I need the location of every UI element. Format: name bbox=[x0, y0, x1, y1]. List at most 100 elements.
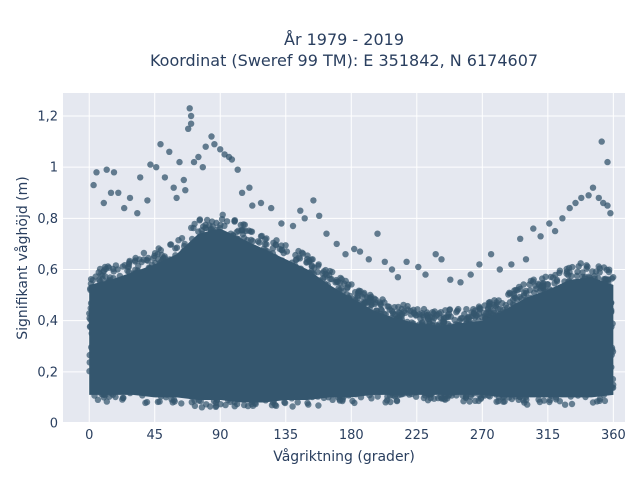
outlier-point bbox=[121, 204, 128, 212]
outlier-point bbox=[508, 261, 515, 268]
outlier-point bbox=[365, 256, 372, 263]
data-point bbox=[596, 395, 604, 402]
x-tick-label: 180 bbox=[339, 428, 364, 443]
data-point bbox=[142, 399, 149, 407]
outlier-point bbox=[166, 148, 173, 155]
data-point bbox=[305, 401, 312, 408]
outlier-point bbox=[356, 248, 364, 255]
data-point bbox=[276, 245, 283, 253]
data-point bbox=[451, 316, 458, 324]
data-point bbox=[150, 255, 157, 262]
chart-title-line-2: Koordinat (Sweref 99 TM): E 351842, N 61… bbox=[150, 51, 538, 70]
data-point bbox=[355, 288, 362, 296]
data-point bbox=[338, 285, 345, 292]
outlier-point bbox=[342, 251, 349, 258]
data-point bbox=[395, 303, 402, 311]
data-point bbox=[546, 398, 553, 406]
data-point bbox=[178, 235, 186, 242]
data-point bbox=[219, 211, 226, 218]
data-point bbox=[468, 309, 475, 316]
data-point bbox=[453, 309, 460, 316]
data-point bbox=[231, 217, 238, 225]
outlier-point bbox=[585, 192, 592, 199]
data-point bbox=[440, 314, 447, 321]
data-point bbox=[387, 398, 394, 406]
data-point bbox=[322, 266, 329, 274]
data-point bbox=[526, 281, 533, 288]
data-point bbox=[329, 396, 336, 403]
outlier-point bbox=[310, 197, 317, 204]
data-point bbox=[217, 401, 224, 408]
data-point bbox=[556, 398, 563, 405]
data-point bbox=[521, 399, 528, 406]
data-point bbox=[493, 398, 500, 405]
data-point bbox=[475, 303, 483, 310]
x-tick-label: 225 bbox=[404, 428, 429, 443]
x-tick-label: 135 bbox=[273, 428, 298, 443]
outlier-point bbox=[176, 158, 183, 166]
outlier-point bbox=[187, 120, 195, 127]
outlier-point bbox=[457, 279, 464, 286]
data-point bbox=[315, 402, 322, 409]
data-point bbox=[563, 270, 570, 277]
outlier-point bbox=[546, 220, 553, 227]
data-point bbox=[304, 255, 311, 263]
outlier-point bbox=[187, 112, 195, 120]
data-point bbox=[565, 264, 573, 272]
outlier-point bbox=[487, 251, 495, 258]
outlier-point bbox=[185, 125, 192, 132]
outlier-point bbox=[144, 197, 151, 204]
outlier-point bbox=[182, 187, 189, 194]
data-point bbox=[207, 403, 214, 410]
outlier-point bbox=[578, 194, 585, 202]
data-point bbox=[515, 396, 522, 403]
data-point bbox=[544, 281, 551, 288]
outlier-point bbox=[537, 233, 544, 240]
data-point bbox=[539, 282, 546, 289]
data-point bbox=[568, 400, 576, 408]
data-point bbox=[510, 290, 518, 297]
data-point bbox=[490, 309, 497, 316]
outlier-point bbox=[153, 164, 160, 171]
data-point bbox=[577, 260, 584, 267]
x-tick-label: 45 bbox=[146, 428, 163, 443]
data-point bbox=[600, 276, 608, 283]
y-tick-label: 0,2 bbox=[37, 365, 58, 380]
data-point bbox=[281, 399, 289, 407]
data-point bbox=[592, 268, 600, 275]
outlier-point bbox=[195, 153, 202, 161]
data-point bbox=[326, 271, 333, 279]
data-point bbox=[170, 396, 178, 404]
data-point bbox=[574, 268, 581, 275]
outlier-point bbox=[422, 271, 429, 278]
x-tick-label: 315 bbox=[535, 428, 560, 443]
y-tick-label: 1 bbox=[50, 161, 58, 176]
data-point bbox=[395, 309, 402, 316]
data-point bbox=[217, 221, 224, 229]
data-point bbox=[143, 256, 150, 264]
outlier-point bbox=[107, 189, 115, 196]
outlier-point bbox=[517, 235, 524, 242]
x-axis-title: Vågriktning (grader) bbox=[273, 448, 415, 465]
outlier-point bbox=[211, 141, 218, 148]
x-tick-label: 90 bbox=[212, 428, 229, 443]
outlier-point bbox=[208, 133, 215, 140]
outlier-point bbox=[100, 199, 108, 207]
data-point bbox=[261, 241, 269, 248]
outlier-point bbox=[93, 169, 100, 176]
data-point bbox=[381, 299, 388, 306]
data-point bbox=[368, 395, 375, 402]
outlier-point bbox=[388, 266, 396, 273]
y-tick-label: 0,6 bbox=[37, 263, 58, 278]
data-point bbox=[208, 218, 216, 225]
outlier-point bbox=[522, 256, 530, 263]
outlier-point bbox=[595, 194, 602, 202]
outlier-point bbox=[381, 258, 388, 265]
chart-title-line-1: År 1979 - 2019 bbox=[284, 30, 404, 49]
outlier-point bbox=[415, 263, 422, 271]
outlier-point bbox=[246, 184, 253, 191]
data-point bbox=[432, 312, 440, 319]
outlier-point bbox=[559, 215, 566, 222]
data-point bbox=[293, 256, 300, 263]
data-point bbox=[254, 238, 262, 245]
